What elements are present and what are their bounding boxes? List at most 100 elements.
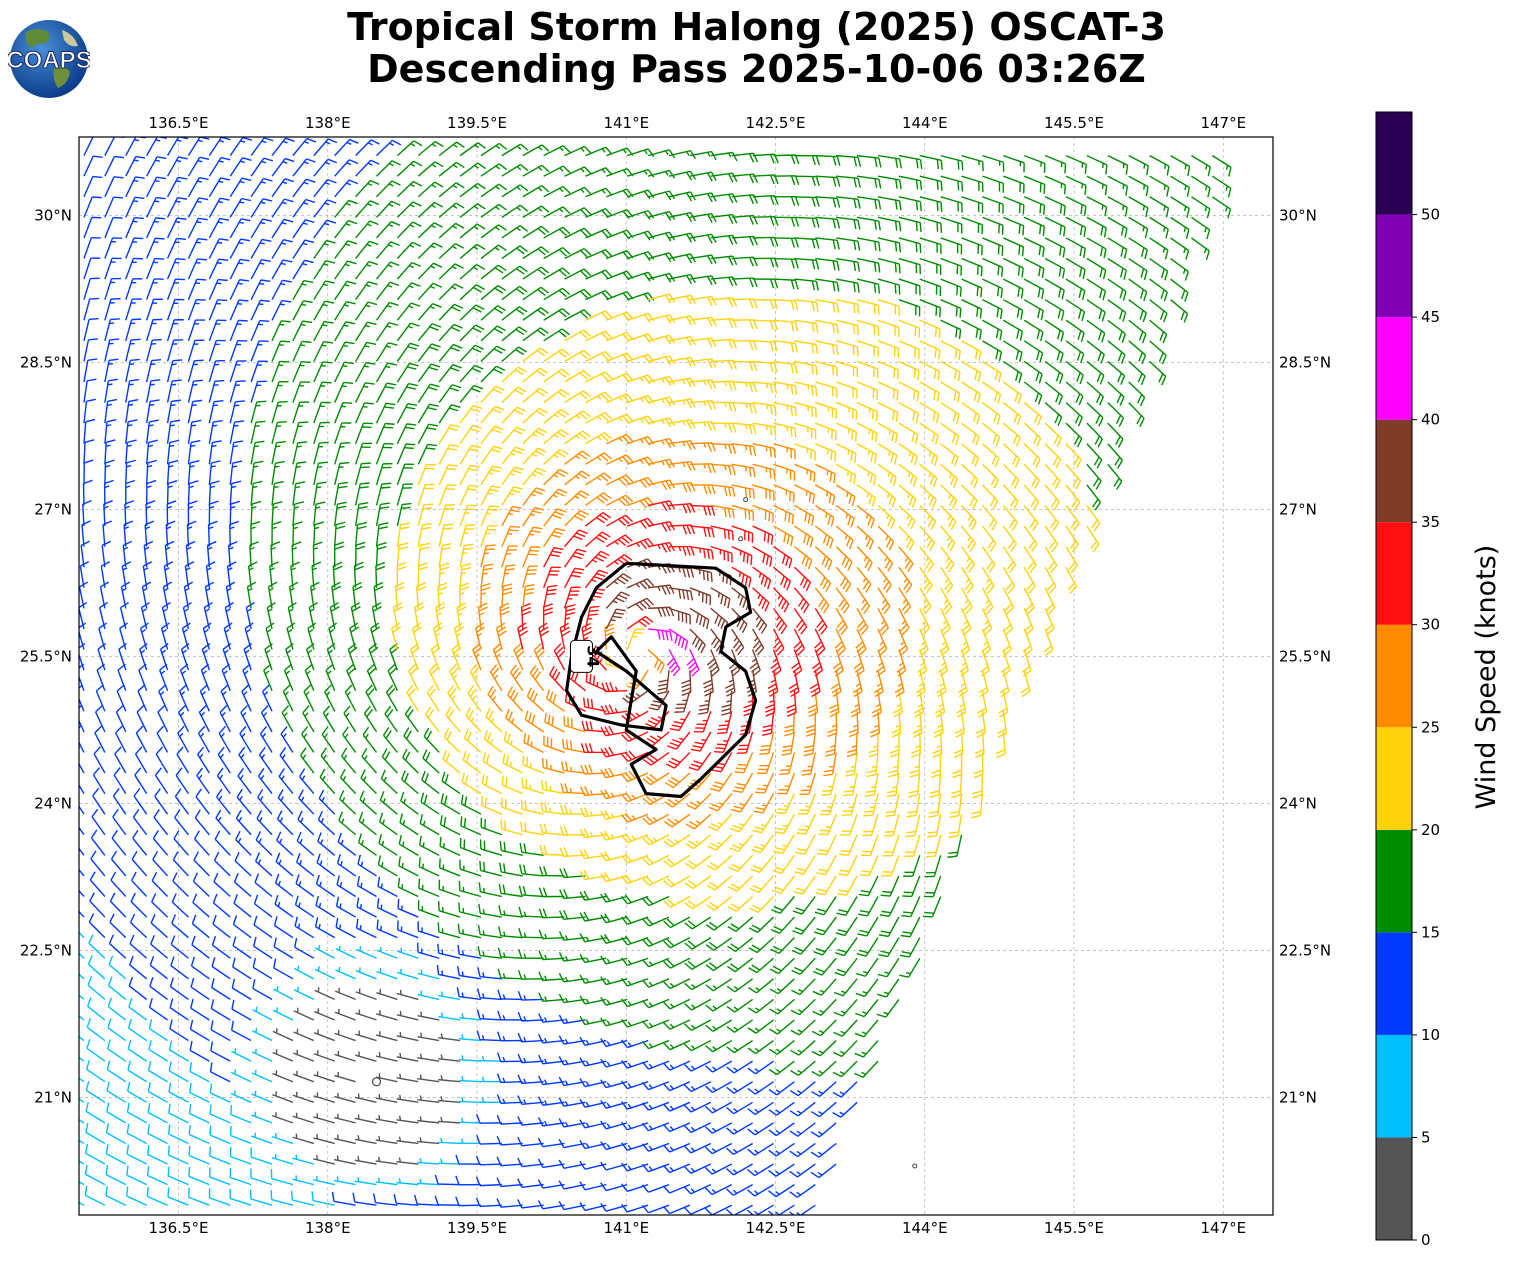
- barb-feather-half: [775, 1190, 780, 1196]
- barb-feather-half: [502, 1098, 506, 1104]
- barb-feather-full: [903, 891, 914, 894]
- barb-feather-half: [754, 1129, 759, 1134]
- wind-barb: [313, 1092, 335, 1103]
- wind-barb: [334, 1113, 356, 1124]
- wind-barb: [810, 1163, 837, 1179]
- barb-feather-full: [372, 1193, 377, 1203]
- wind-barb: [86, 1060, 106, 1083]
- wind-barb: [517, 1157, 544, 1168]
- wind-barb: [354, 1093, 377, 1103]
- barb-feather-full: [558, 1097, 565, 1107]
- barb-feather-full: [822, 789, 832, 792]
- wind-barb: [479, 1097, 502, 1104]
- barb-feather-full: [434, 1174, 439, 1185]
- barb-feather-full: [810, 1151, 820, 1158]
- barb-feather-full: [683, 1186, 692, 1195]
- barb-staff: [127, 1111, 148, 1124]
- barb-feather-half: [775, 1109, 781, 1114]
- barb-staff: [147, 1195, 168, 1206]
- barb-feather-half: [401, 862, 404, 868]
- wind-barb: [126, 1123, 147, 1145]
- barb-staff: [79, 1077, 85, 1083]
- logo-text: COAPS: [8, 47, 90, 74]
- barb-feather-full: [905, 834, 915, 838]
- barb-feather-full: [168, 1082, 172, 1093]
- wind-barb: [147, 1124, 168, 1145]
- barb-feather-full: [768, 1129, 777, 1137]
- barb-feather-full: [85, 1101, 89, 1112]
- barb-feather-full: [641, 1163, 649, 1173]
- barb-feather-full: [67, 997, 70, 1006]
- wind-barb: [768, 1122, 795, 1137]
- barb-feather-full: [496, 1135, 502, 1146]
- barb-feather-half: [419, 1095, 423, 1101]
- barb-feather-full: [503, 841, 506, 852]
- barb-feather-half: [481, 1097, 485, 1103]
- wind-barb: [79, 1160, 85, 1165]
- barb-feather-full: [167, 1166, 170, 1177]
- barb-feather-full: [545, 759, 548, 769]
- barb-feather-half: [359, 903, 363, 909]
- barb-feather-half: [711, 1127, 717, 1132]
- wind-barb: [475, 1176, 502, 1187]
- barb-feather-half: [704, 699, 710, 703]
- barb-staff: [209, 1197, 231, 1206]
- barb-feather-full: [537, 1117, 544, 1127]
- barb-feather-full: [715, 747, 726, 750]
- wind-barb: [147, 1082, 168, 1103]
- barb-feather-full: [397, 899, 400, 909]
- wind-barb: [290, 1190, 314, 1206]
- barb-feather-full: [209, 1104, 212, 1115]
- wind-barb: [105, 1186, 127, 1206]
- barb-feather-half: [317, 966, 320, 972]
- barb-staff: [479, 1142, 502, 1145]
- barb-feather-full: [558, 1201, 565, 1210]
- wind-barb: [84, 1185, 106, 1206]
- barb-feather-full: [662, 1164, 671, 1173]
- wind-barb: [229, 1125, 252, 1145]
- wind-barb: [167, 1166, 189, 1186]
- barb-feather-half: [627, 1124, 632, 1129]
- barb-feather-half: [255, 1048, 257, 1054]
- wind-barb: [434, 1195, 461, 1206]
- wind-barb: [789, 1122, 816, 1137]
- barb-feather-half: [378, 1114, 381, 1120]
- wind-barb: [375, 1094, 398, 1103]
- wind-barb: [372, 1193, 398, 1206]
- barb-feather-full: [537, 1075, 544, 1085]
- wind-barb: [208, 1167, 231, 1186]
- wind-barb: [188, 1145, 210, 1165]
- barb-feather-full: [127, 1081, 131, 1092]
- barb-feather-full: [517, 1157, 523, 1167]
- barb-feather-full: [126, 1123, 130, 1134]
- wind-barb: [537, 1096, 565, 1106]
- wind-barb: [496, 1156, 523, 1167]
- barb-feather-full: [147, 1145, 150, 1155]
- barb-feather-full: [475, 1134, 481, 1145]
- wind-barb: [168, 1061, 189, 1083]
- barb-feather-full: [496, 1198, 502, 1208]
- barb-feather-full: [585, 672, 588, 682]
- wind-barb: [496, 1198, 523, 1208]
- wind-barb: [662, 1204, 691, 1215]
- wind-barb: [496, 1073, 523, 1084]
- barb-feather-half: [669, 1105, 674, 1110]
- barb-staff: [85, 1131, 106, 1145]
- barb-staff: [79, 1139, 85, 1145]
- barb-staff: [230, 1155, 252, 1165]
- barb-feather-full: [725, 1147, 735, 1155]
- barb-feather-half: [398, 1157, 402, 1163]
- wind-barb: [167, 1124, 189, 1145]
- barb-feather-half: [669, 1125, 674, 1131]
- barb-feather-half: [339, 903, 342, 909]
- barb-feather-half: [783, 805, 789, 808]
- barb-feather-half: [839, 1111, 845, 1116]
- barb-feather-full: [641, 1102, 650, 1111]
- wind-barb: [333, 1155, 356, 1165]
- barb-feather-full: [167, 1124, 171, 1135]
- barb-feather-full: [789, 1110, 799, 1117]
- wind-barb: [251, 1090, 273, 1103]
- barb-feather-full: [168, 1061, 172, 1072]
- barb-feather-half: [360, 882, 363, 888]
- barb-feather-full: [621, 1142, 628, 1151]
